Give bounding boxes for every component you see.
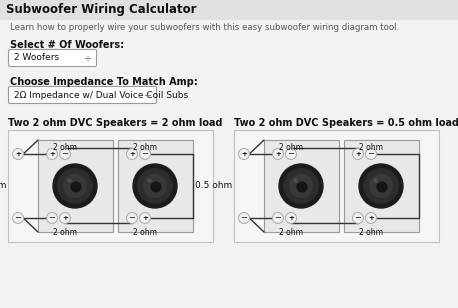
Circle shape (364, 169, 398, 203)
FancyBboxPatch shape (8, 130, 213, 242)
Text: 2 ohm: 2 ohm (279, 228, 303, 237)
Circle shape (138, 169, 172, 203)
Text: Two 2 ohm DVC Speakers = 2 ohm load: Two 2 ohm DVC Speakers = 2 ohm load (8, 118, 223, 128)
Text: 0.5 ohm: 0.5 ohm (195, 181, 232, 191)
Text: +: + (15, 151, 21, 157)
Text: 2 ohm: 2 ohm (359, 228, 383, 237)
FancyBboxPatch shape (38, 140, 113, 232)
Circle shape (273, 148, 284, 160)
Text: 2 ohm: 2 ohm (133, 228, 157, 237)
Text: −: − (142, 149, 148, 159)
Circle shape (148, 179, 151, 182)
Circle shape (133, 164, 177, 208)
FancyBboxPatch shape (344, 140, 419, 232)
Circle shape (285, 213, 296, 224)
Circle shape (143, 175, 166, 197)
Text: 2 Woofers: 2 Woofers (14, 54, 59, 63)
Text: 2 ohm: 2 ohm (53, 228, 77, 237)
Text: +: + (355, 151, 361, 157)
Text: Two 2 ohm DVC Speakers = 0.5 ohm load: Two 2 ohm DVC Speakers = 0.5 ohm load (234, 118, 458, 128)
Text: −: − (129, 213, 136, 222)
Text: Subwoofer Wiring Calculator: Subwoofer Wiring Calculator (6, 3, 196, 17)
Circle shape (285, 148, 296, 160)
Text: +: + (288, 215, 294, 221)
Text: +: + (241, 151, 247, 157)
Circle shape (71, 182, 81, 192)
Text: −: − (354, 213, 361, 222)
Text: −: − (367, 149, 375, 159)
Circle shape (353, 148, 364, 160)
Circle shape (47, 213, 58, 224)
Circle shape (374, 179, 377, 182)
FancyBboxPatch shape (9, 87, 157, 103)
Circle shape (140, 213, 151, 224)
Circle shape (126, 213, 137, 224)
Circle shape (365, 213, 376, 224)
Text: Choose Impedance To Match Amp:: Choose Impedance To Match Amp: (10, 77, 198, 87)
Text: −: − (49, 213, 55, 222)
Text: −: − (15, 213, 22, 222)
Circle shape (60, 148, 71, 160)
Circle shape (273, 213, 284, 224)
Circle shape (239, 148, 250, 160)
Circle shape (359, 164, 403, 208)
Circle shape (239, 213, 250, 224)
Text: Learn how to properly wire your subwoofers with this easy subwoofer wiring diagr: Learn how to properly wire your subwoofe… (10, 23, 399, 33)
Text: 2 ohm: 2 ohm (133, 143, 157, 152)
Circle shape (284, 169, 318, 203)
Text: 2Ω Impedance w/ Dual Voice Coil Subs: 2Ω Impedance w/ Dual Voice Coil Subs (14, 91, 188, 99)
Text: +: + (368, 215, 374, 221)
Text: −: − (288, 149, 294, 159)
Text: +: + (142, 215, 148, 221)
Circle shape (60, 213, 71, 224)
Circle shape (353, 213, 364, 224)
Circle shape (64, 175, 87, 197)
Circle shape (140, 148, 151, 160)
Text: −: − (240, 213, 247, 222)
Circle shape (294, 179, 297, 182)
Circle shape (365, 148, 376, 160)
Circle shape (12, 148, 23, 160)
Text: −: − (61, 149, 69, 159)
Circle shape (279, 164, 323, 208)
Text: +: + (62, 215, 68, 221)
Text: 2 ohm: 2 ohm (0, 181, 6, 191)
Circle shape (47, 148, 58, 160)
Circle shape (68, 179, 71, 182)
Circle shape (58, 169, 92, 203)
Circle shape (53, 164, 97, 208)
Text: −: − (274, 213, 282, 222)
Text: +: + (129, 151, 135, 157)
FancyBboxPatch shape (118, 140, 193, 232)
Text: +: + (275, 151, 281, 157)
Circle shape (126, 148, 137, 160)
Text: 2 ohm: 2 ohm (359, 143, 383, 152)
Text: 2 ohm: 2 ohm (53, 143, 77, 152)
Circle shape (289, 175, 312, 197)
Text: +: + (49, 151, 55, 157)
FancyBboxPatch shape (264, 140, 339, 232)
Circle shape (12, 213, 23, 224)
FancyBboxPatch shape (234, 130, 439, 242)
Circle shape (377, 182, 387, 192)
Text: ÷: ÷ (84, 53, 92, 63)
Text: Select # Of Woofers:: Select # Of Woofers: (10, 40, 124, 50)
Circle shape (151, 182, 161, 192)
Text: ÷: ÷ (144, 90, 152, 100)
Circle shape (370, 175, 393, 197)
Circle shape (297, 182, 307, 192)
FancyBboxPatch shape (9, 50, 97, 67)
FancyBboxPatch shape (0, 0, 458, 20)
Text: 2 ohm: 2 ohm (279, 143, 303, 152)
